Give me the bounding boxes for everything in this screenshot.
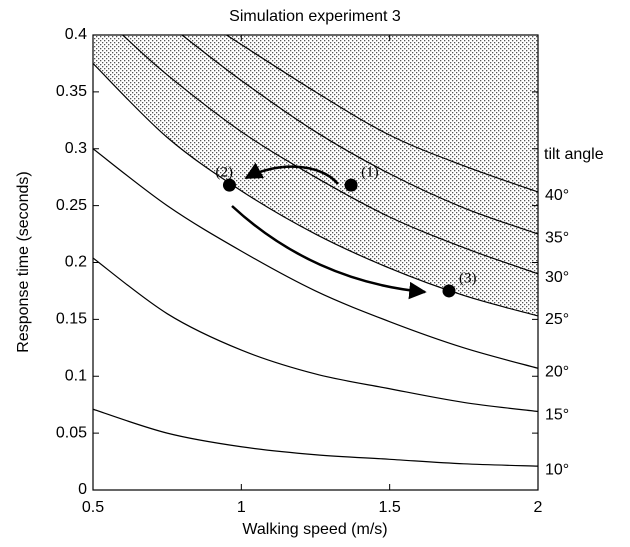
y-tick-label: 0.35: [56, 83, 87, 100]
contour-line: [93, 148, 538, 369]
point: [222, 178, 236, 192]
x-tick-label: 2: [534, 499, 543, 516]
shaded-region: [93, 35, 538, 316]
y-tick-label: 0.4: [65, 26, 87, 43]
x-axis-label: Walking speed (m/s): [242, 521, 387, 538]
contour-line: [226, 35, 538, 193]
arrow: [244, 162, 339, 185]
contour-line: [93, 63, 538, 317]
chart-title: Simulation experiment 3: [229, 8, 401, 25]
y-tick-label: 0.15: [56, 311, 87, 328]
series-label: 25°: [545, 311, 569, 328]
point: [344, 178, 358, 192]
y-tick-label: 0.3: [65, 140, 87, 157]
x-tick-label: 1: [237, 499, 246, 516]
contour-line: [93, 408, 538, 467]
series-label: 30°: [545, 269, 569, 286]
arrow: [231, 205, 427, 300]
series-label: 20°: [545, 364, 569, 381]
y-tick-label: 0.25: [56, 197, 87, 214]
series-label: 15°: [545, 407, 569, 424]
x-tick-label: 0.5: [82, 499, 104, 516]
y-tick-label: 0.1: [65, 367, 87, 384]
point-label: (3): [459, 270, 477, 286]
series-label: 10°: [545, 461, 569, 478]
y-tick-label: 0.05: [56, 424, 87, 441]
point: [442, 284, 456, 298]
point-label: (1): [361, 165, 379, 181]
series-label: 40°: [545, 187, 569, 204]
y-tick-label: 0: [78, 481, 87, 498]
point-label: (2): [215, 165, 233, 181]
x-tick-label: 1.5: [379, 499, 401, 516]
legend-title: tilt angle: [544, 146, 604, 163]
contour-line: [122, 35, 538, 275]
y-axis-label: Response time (seconds): [15, 171, 32, 352]
contour-line: [93, 257, 538, 413]
series-label: 35°: [545, 229, 569, 246]
y-tick-label: 0.2: [65, 254, 87, 271]
contour-line: [181, 35, 538, 235]
